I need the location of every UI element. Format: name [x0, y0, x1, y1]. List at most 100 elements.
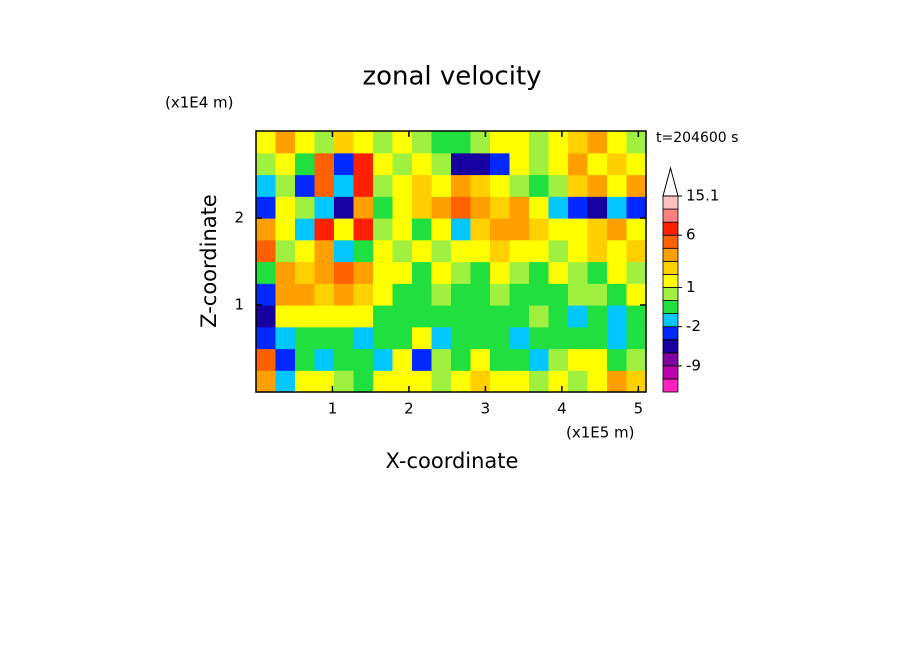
contour-cell: [373, 239, 394, 263]
contour-cell: [490, 196, 511, 219]
x-tick-label: 2: [404, 400, 414, 418]
contour-cell: [548, 131, 569, 154]
contour-cell: [412, 326, 433, 350]
colorbar-tick-label: 6: [686, 226, 696, 244]
colorbar-swatch: [662, 221, 679, 236]
contour-cell: [295, 370, 316, 393]
contour-cell: [490, 131, 511, 154]
contour-cell: [353, 261, 374, 284]
contour-cell: [587, 326, 608, 350]
contour-cell: [295, 239, 316, 263]
contour-cell: [509, 218, 530, 241]
contour-cell: [626, 261, 647, 284]
contour-cell: [412, 283, 433, 306]
contour-cell: [353, 370, 374, 393]
contour-cell: [256, 196, 277, 219]
contour-cell: [451, 326, 472, 350]
contour-cell: [626, 239, 647, 263]
contour-cell: [568, 348, 589, 371]
contour-cell: [275, 283, 296, 306]
contour-cell: [314, 261, 335, 284]
contour-cell: [470, 370, 491, 393]
contour-cell: [470, 283, 491, 306]
colorbar: 15.1 6 1 -2 -9: [662, 187, 719, 393]
contour-cell: [587, 152, 608, 176]
colorbar-swatch: [662, 378, 679, 393]
contour-cell: [412, 348, 433, 371]
colorbar-swatch: [662, 287, 679, 301]
contour-cell: [392, 261, 413, 284]
contour-cell: [392, 370, 413, 393]
contour-cell: [587, 305, 608, 328]
contour-cell: [529, 152, 550, 176]
contour-cell: [314, 305, 335, 328]
contour-cell: [314, 326, 335, 350]
contour-cell: [607, 218, 628, 241]
contour-cell: [295, 174, 316, 197]
colorbar-swatch: [662, 247, 679, 262]
colorbar-swatch: [662, 326, 679, 341]
contour-cell: [392, 218, 413, 241]
contour-cell: [509, 370, 530, 393]
contour-cell: [626, 348, 647, 371]
contour-cell: [568, 218, 589, 241]
contour-cell: [568, 239, 589, 263]
contour-cell: [412, 239, 433, 263]
colorbar-extend: [662, 166, 679, 197]
contour-cell: [470, 348, 491, 371]
contour-cell: [490, 348, 511, 371]
contour-cell: [353, 152, 374, 176]
contour-cell: [392, 239, 413, 263]
colorbar-swatch: [662, 208, 679, 223]
contour-cell: [256, 261, 277, 284]
contour-cell: [392, 152, 413, 176]
contour-cell: [334, 305, 355, 328]
contour-cell: [412, 131, 433, 154]
contour-cell: [373, 326, 394, 350]
contour-cell: [275, 261, 296, 284]
contour-cell: [568, 283, 589, 306]
contour-cell: [548, 326, 569, 350]
contour-cell: [353, 305, 374, 328]
contour-cell: [412, 152, 433, 176]
contour-cell: [353, 326, 374, 350]
contour-cell: [373, 131, 394, 154]
contour-cell: [529, 305, 550, 328]
contour-cell: [587, 261, 608, 284]
contour-cell: [275, 326, 296, 350]
contour-cell: [334, 370, 355, 393]
contour-cell: [529, 239, 550, 263]
contour-cell: [275, 152, 296, 176]
contour-cell: [295, 326, 316, 350]
contour-cell: [314, 348, 335, 371]
contour-cell: [568, 326, 589, 350]
contour-cell: [509, 348, 530, 371]
contour-cell: [509, 283, 530, 306]
contour-cell: [607, 348, 628, 371]
contour-cell: [353, 196, 374, 219]
contour-cell: [392, 326, 413, 350]
contour-cell: [509, 261, 530, 284]
contour-cell: [568, 131, 589, 154]
contour-cell: [256, 239, 277, 263]
contour-cell: [275, 370, 296, 393]
contour-cell: [275, 174, 296, 197]
contour-cell: [587, 370, 608, 393]
contour-cell: [568, 261, 589, 284]
contour-cell: [568, 305, 589, 328]
contour-cell: [431, 348, 452, 371]
contour-cell: [529, 326, 550, 350]
contour-cell: [529, 196, 550, 219]
contour-cell: [256, 174, 277, 197]
y-scale-label: (x1E4 m): [165, 94, 234, 112]
contour-cell: [353, 239, 374, 263]
contour-cell: [509, 174, 530, 197]
contour-cell: [412, 261, 433, 284]
contour-cell: [470, 131, 491, 154]
contour-cell: [470, 239, 491, 263]
contour-cell: [314, 239, 335, 263]
contour-cell: [607, 152, 628, 176]
contour-cell: [548, 152, 569, 176]
contour-cell: [587, 239, 608, 263]
contour-cell: [548, 305, 569, 328]
